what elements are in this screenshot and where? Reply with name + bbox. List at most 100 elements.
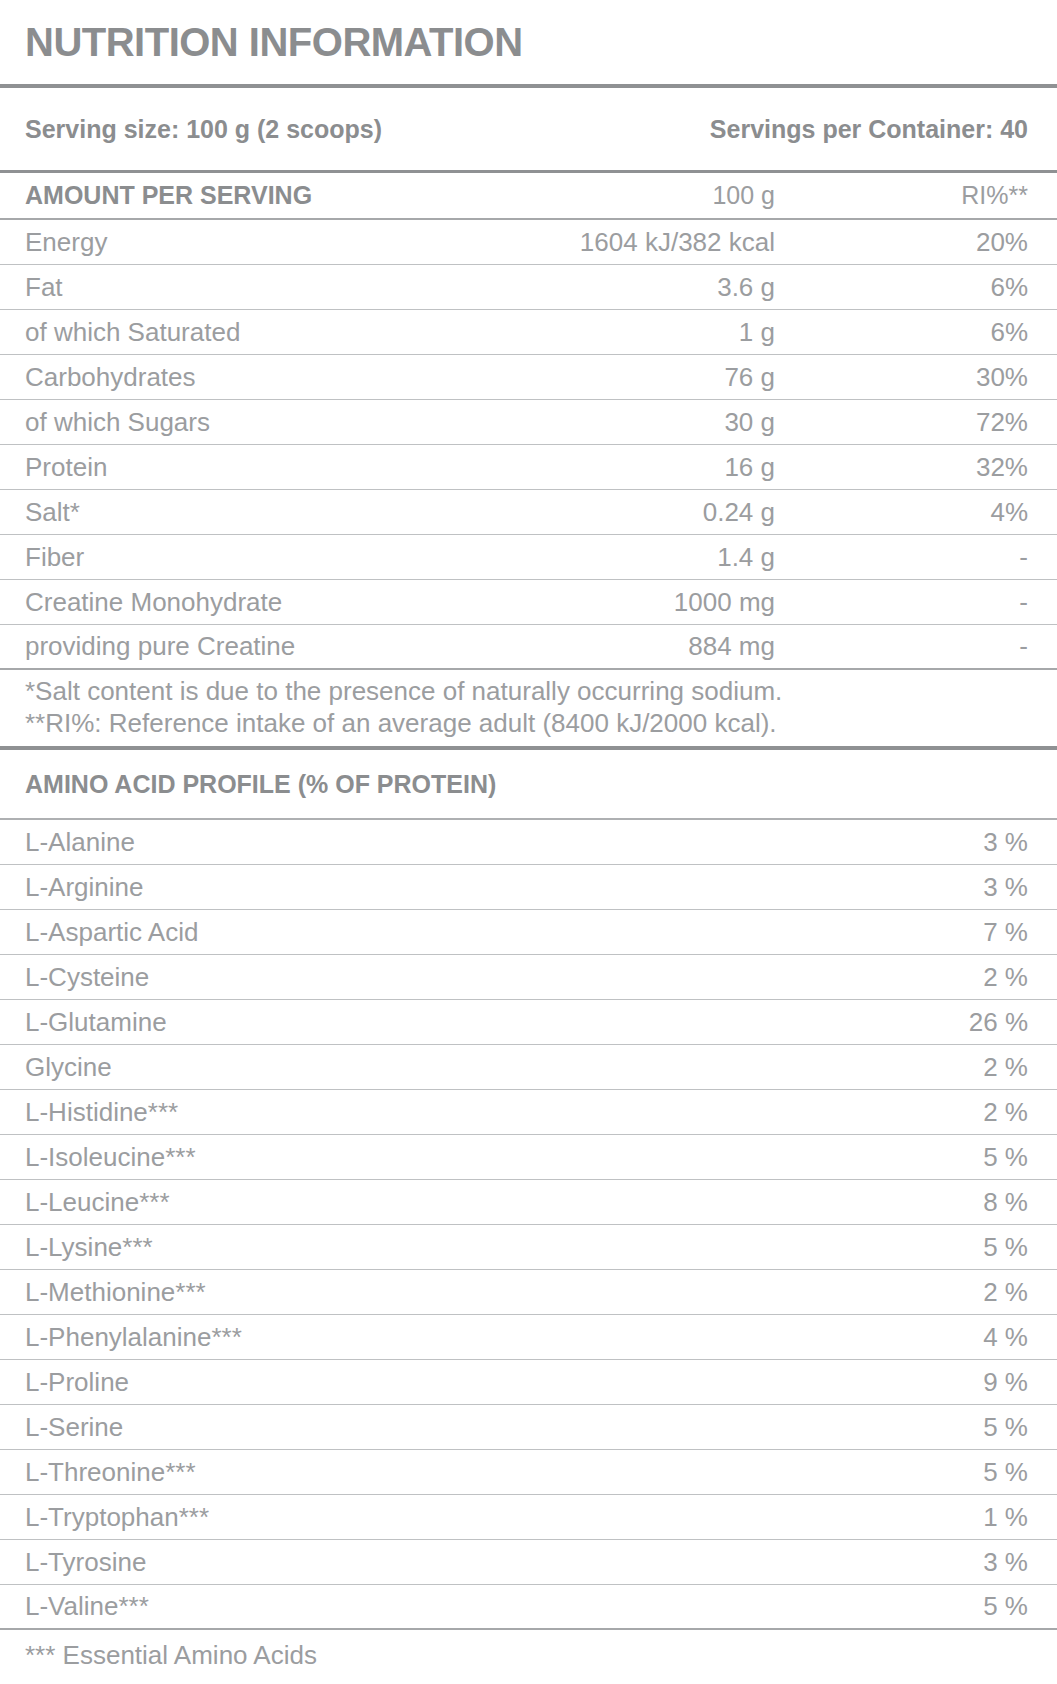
- nutrient-name: of which Saturated: [25, 317, 535, 348]
- table-row: of which Sugars 30 g 72%: [0, 400, 1057, 445]
- nutrient-amount: 76 g: [535, 362, 775, 393]
- nutrition-table-header: AMOUNT PER SERVING 100 g RI%**: [0, 173, 1057, 220]
- table-row: L-Aspartic Acid 7 %: [0, 910, 1057, 955]
- table-row: providing pure Creatine 884 mg -: [0, 625, 1057, 670]
- amino-acid-percent: 5 %: [775, 1142, 1028, 1173]
- amino-acid-name: L-Tyrosine: [25, 1547, 775, 1578]
- column-header-amount-per-serving: AMOUNT PER SERVING: [25, 181, 535, 210]
- nutrient-name: Fiber: [25, 542, 535, 573]
- table-row: Fat 3.6 g 6%: [0, 265, 1057, 310]
- nutrient-name: Carbohydrates: [25, 362, 535, 393]
- amino-acid-percent: 8 %: [775, 1187, 1028, 1218]
- nutrient-amount: 0.24 g: [535, 497, 775, 528]
- amino-acid-name: L-Isoleucine***: [25, 1142, 775, 1173]
- table-row: L-Alanine 3 %: [0, 820, 1057, 865]
- amino-section-title: AMINO ACID PROFILE (% OF PROTEIN): [0, 750, 1057, 820]
- nutrient-ri-percent: -: [775, 542, 1028, 573]
- serving-size-label: Serving size: 100 g (2 scoops): [25, 115, 382, 144]
- table-row: L-Leucine*** 8 %: [0, 1180, 1057, 1225]
- amino-acid-percent: 2 %: [775, 1277, 1028, 1308]
- amino-acid-name: L-Arginine: [25, 872, 775, 903]
- amino-acid-name: L-Proline: [25, 1367, 775, 1398]
- nutrient-ri-percent: 32%: [775, 452, 1028, 483]
- nutrient-name: Fat: [25, 272, 535, 303]
- amino-acid-name: L-Cysteine: [25, 962, 775, 993]
- nutrient-name: providing pure Creatine: [25, 631, 535, 662]
- table-row: of which Saturated 1 g 6%: [0, 310, 1057, 355]
- amino-acid-percent: 2 %: [775, 962, 1028, 993]
- nutrient-amount: 1 g: [535, 317, 775, 348]
- amino-acid-name: L-Histidine***: [25, 1097, 775, 1128]
- table-row: L-Isoleucine*** 5 %: [0, 1135, 1057, 1180]
- table-row: L-Threonine*** 5 %: [0, 1450, 1057, 1495]
- amino-section-title-text: AMINO ACID PROFILE (% OF PROTEIN): [25, 770, 496, 799]
- amino-acid-name: L-Tryptophan***: [25, 1502, 775, 1533]
- table-row: Carbohydrates 76 g 30%: [0, 355, 1057, 400]
- amino-acid-percent: 5 %: [775, 1457, 1028, 1488]
- ri-footnote: **RI%: Reference intake of an average ad…: [25, 707, 1028, 739]
- table-row: L-Tryptophan*** 1 %: [0, 1495, 1057, 1540]
- nutrient-name: of which Sugars: [25, 407, 535, 438]
- nutrient-name: Creatine Monohydrate: [25, 587, 535, 618]
- table-row: L-Tyrosine 3 %: [0, 1540, 1057, 1585]
- nutrition-table-body: Energy 1604 kJ/382 kcal 20% Fat 3.6 g 6%…: [0, 220, 1057, 670]
- amino-acid-percent: 4 %: [775, 1322, 1028, 1353]
- table-row: L-Serine 5 %: [0, 1405, 1057, 1450]
- nutrition-footnotes: *Salt content is due to the presence of …: [0, 670, 1057, 750]
- column-header-ri: RI%**: [775, 181, 1028, 210]
- nutrient-ri-percent: 30%: [775, 362, 1028, 393]
- amino-acid-percent: 5 %: [775, 1232, 1028, 1263]
- table-row: Glycine 2 %: [0, 1045, 1057, 1090]
- table-row: L-Valine*** 5 %: [0, 1585, 1057, 1630]
- nutrient-name: Energy: [25, 227, 535, 258]
- amino-acid-percent: 3 %: [775, 827, 1028, 858]
- amino-acid-percent: 7 %: [775, 917, 1028, 948]
- amino-acid-percent: 26 %: [775, 1007, 1028, 1038]
- table-row: L-Glutamine 26 %: [0, 1000, 1057, 1045]
- nutrient-ri-percent: -: [775, 587, 1028, 618]
- amino-acid-name: L-Threonine***: [25, 1457, 775, 1488]
- nutrient-amount: 884 mg: [535, 631, 775, 662]
- amino-acid-name: L-Alanine: [25, 827, 775, 858]
- column-header-amount: 100 g: [535, 181, 775, 210]
- page-title: NUTRITION INFORMATION: [25, 20, 523, 65]
- amino-acid-percent: 3 %: [775, 1547, 1028, 1578]
- table-row: Salt* 0.24 g 4%: [0, 490, 1057, 535]
- nutrition-table: AMOUNT PER SERVING 100 g RI%** Energy 16…: [0, 173, 1057, 670]
- table-row: L-Lysine*** 5 %: [0, 1225, 1057, 1270]
- amino-acid-name: L-Valine***: [25, 1591, 775, 1622]
- essential-amino-footnote: *** Essential Amino Acids: [0, 1630, 1057, 1671]
- table-row: Fiber 1.4 g -: [0, 535, 1057, 580]
- amino-acid-name: L-Lysine***: [25, 1232, 775, 1263]
- amino-acid-percent: 1 %: [775, 1502, 1028, 1533]
- nutrient-ri-percent: -: [775, 631, 1028, 662]
- nutrient-name: Protein: [25, 452, 535, 483]
- amino-acid-percent: 3 %: [775, 872, 1028, 903]
- amino-acid-section: AMINO ACID PROFILE (% OF PROTEIN) L-Alan…: [0, 750, 1057, 1671]
- nutrient-amount: 1000 mg: [535, 587, 775, 618]
- table-row: Creatine Monohydrate 1000 mg -: [0, 580, 1057, 625]
- amino-acid-percent: 5 %: [775, 1591, 1028, 1622]
- nutrient-amount: 3.6 g: [535, 272, 775, 303]
- amino-acid-percent: 2 %: [775, 1052, 1028, 1083]
- nutrient-ri-percent: 6%: [775, 272, 1028, 303]
- nutrient-ri-percent: 6%: [775, 317, 1028, 348]
- salt-footnote: *Salt content is due to the presence of …: [25, 675, 1028, 707]
- amino-table-body: L-Alanine 3 % L-Arginine 3 % L-Aspartic …: [0, 820, 1057, 1630]
- amino-acid-name: Glycine: [25, 1052, 775, 1083]
- nutrition-label: NUTRITION INFORMATION Serving size: 100 …: [0, 0, 1057, 1684]
- table-row: L-Cysteine 2 %: [0, 955, 1057, 1000]
- title-block: NUTRITION INFORMATION: [0, 0, 1057, 88]
- amino-acid-percent: 9 %: [775, 1367, 1028, 1398]
- nutrient-ri-percent: 72%: [775, 407, 1028, 438]
- nutrient-name: Salt*: [25, 497, 535, 528]
- table-row: L-Histidine*** 2 %: [0, 1090, 1057, 1135]
- amino-acid-name: L-Phenylalanine***: [25, 1322, 775, 1353]
- amino-acid-percent: 2 %: [775, 1097, 1028, 1128]
- table-row: L-Methionine*** 2 %: [0, 1270, 1057, 1315]
- table-row: Protein 16 g 32%: [0, 445, 1057, 490]
- amino-acid-name: L-Methionine***: [25, 1277, 775, 1308]
- servings-per-container-label: Servings per Container: 40: [710, 115, 1028, 144]
- nutrient-amount: 1604 kJ/382 kcal: [535, 227, 775, 258]
- amino-acid-percent: 5 %: [775, 1412, 1028, 1443]
